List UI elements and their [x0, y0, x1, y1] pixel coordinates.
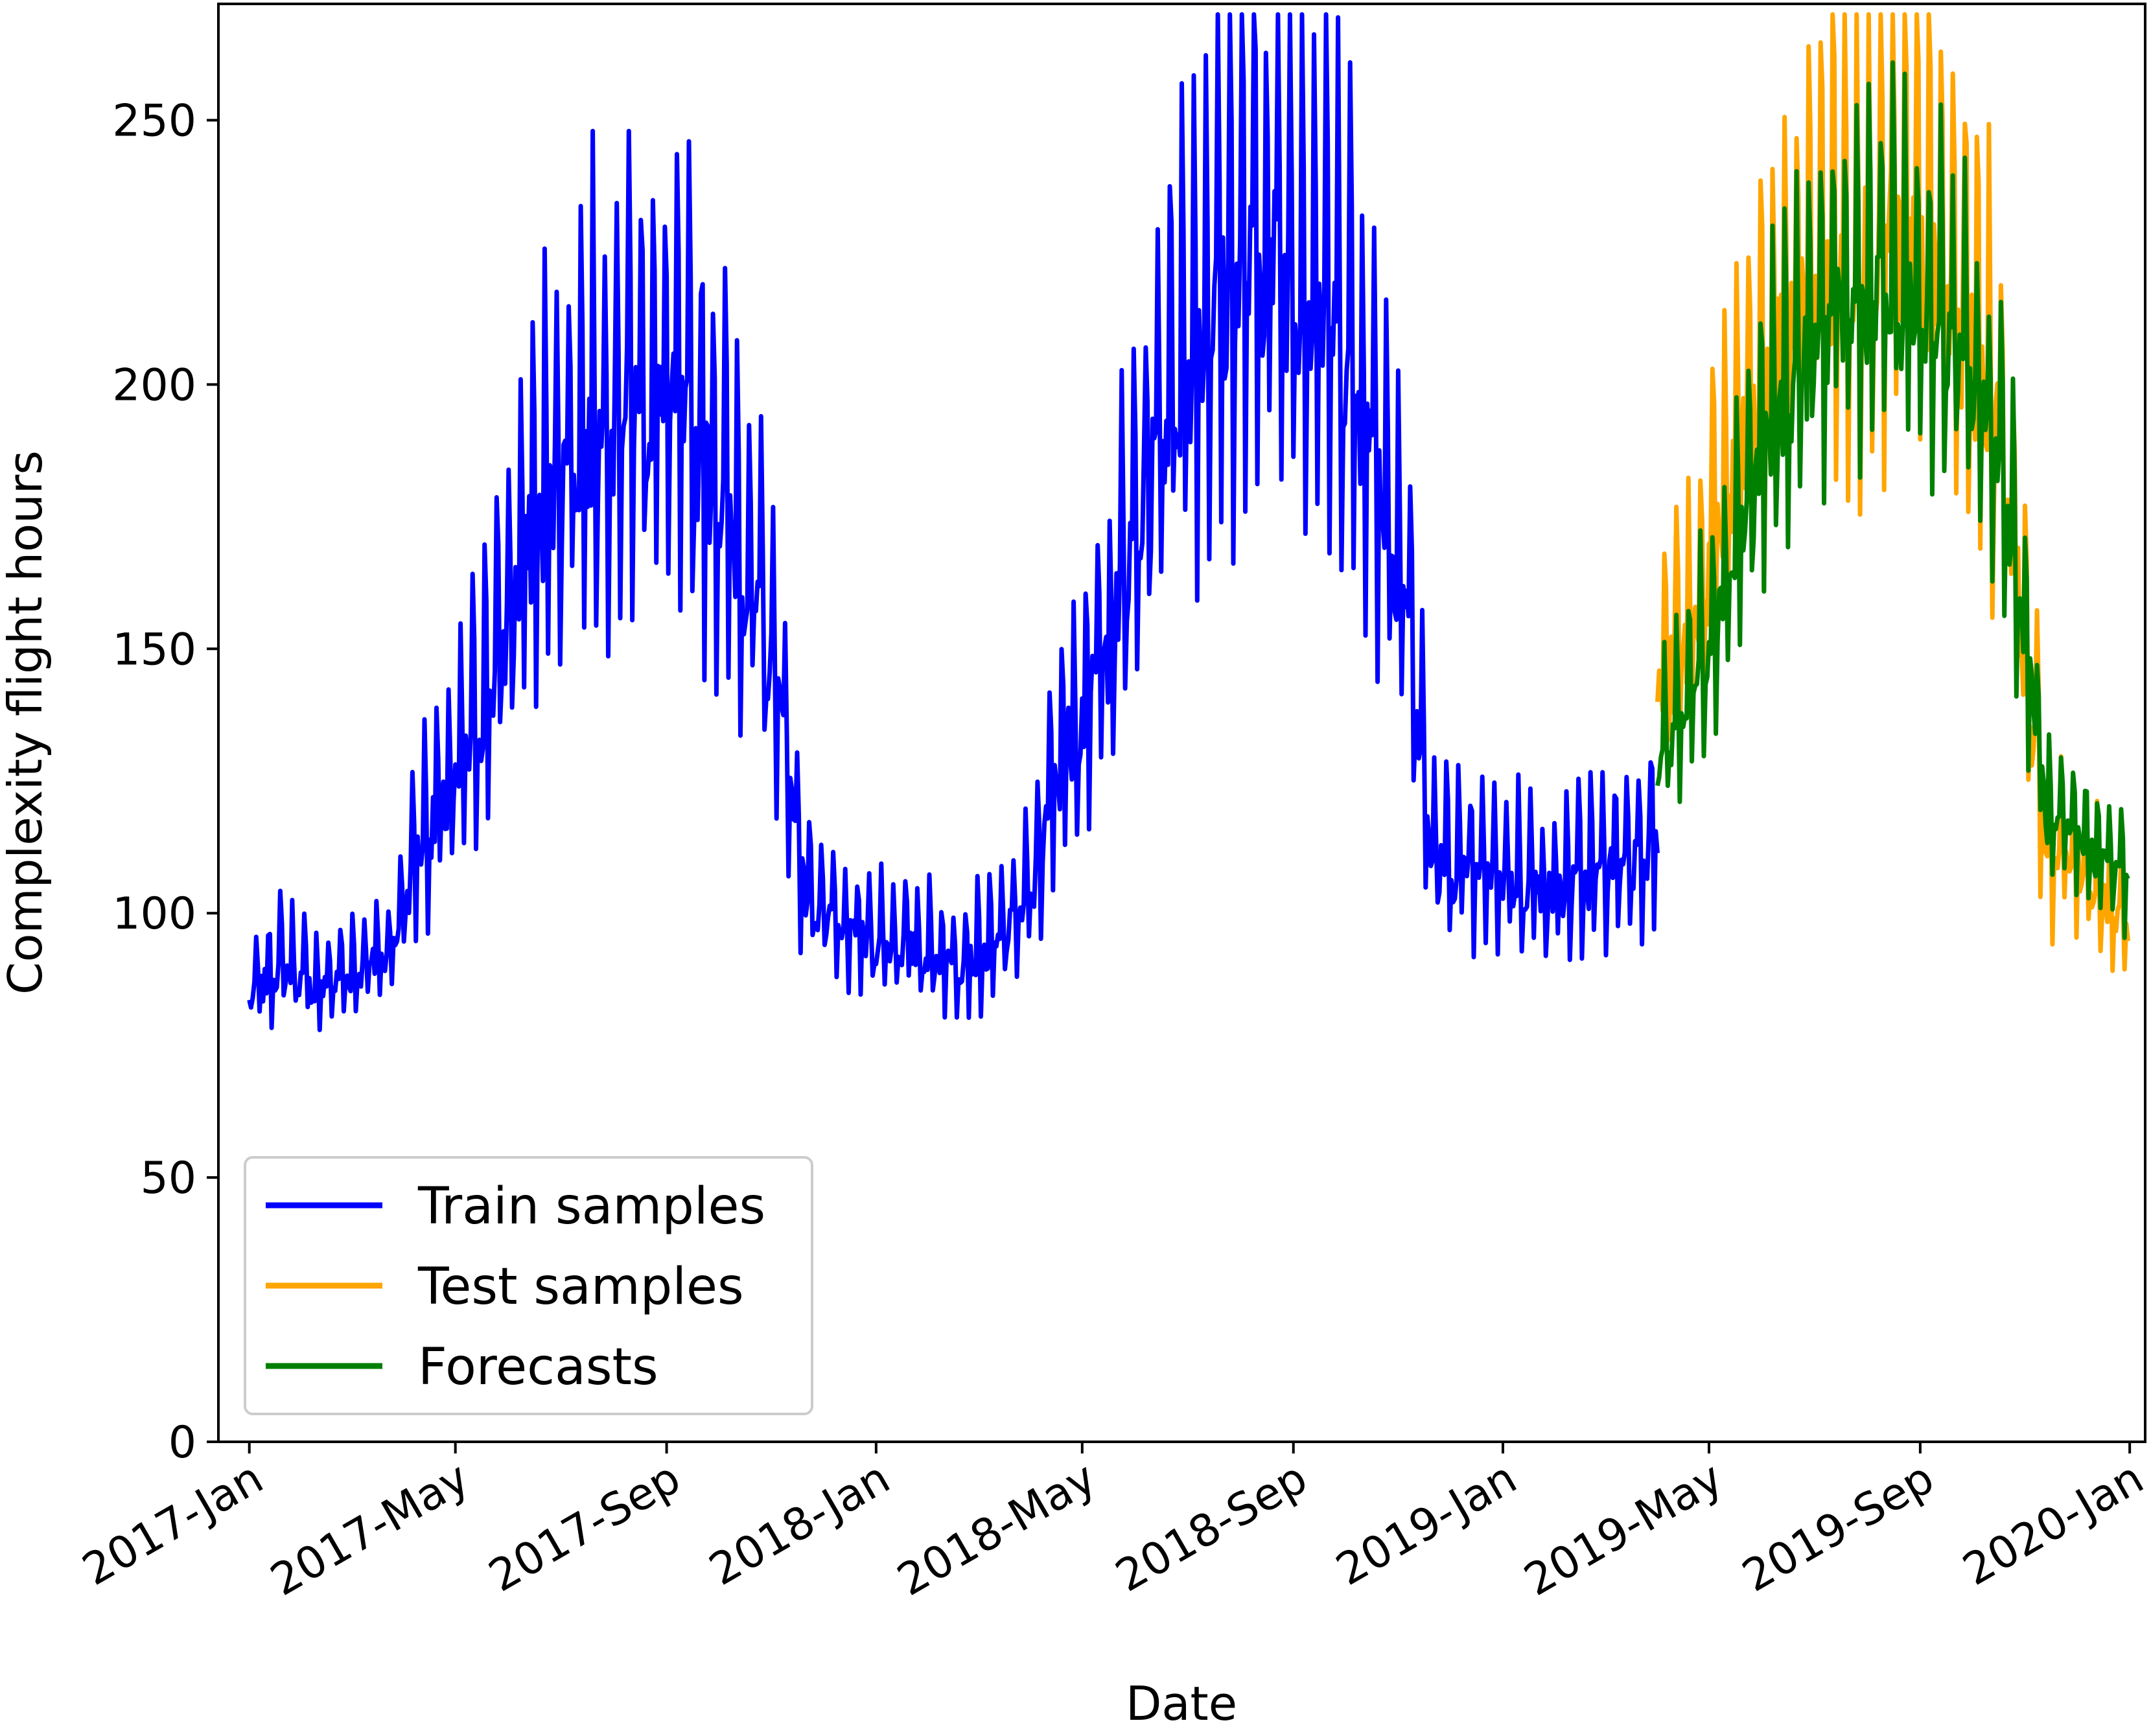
legend-label: Test samples — [417, 1258, 744, 1316]
x-tick-label: 2017-May — [262, 1452, 478, 1606]
x-axis-title: Date — [1126, 1676, 1237, 1731]
y-tick-label: 200 — [112, 360, 196, 411]
x-tick-label: 2017-Jan — [75, 1452, 272, 1596]
x-tick-label: 2019-Sep — [1734, 1452, 1943, 1602]
y-tick-label: 50 — [140, 1153, 196, 1204]
x-tick-label: 2018-Sep — [1108, 1452, 1316, 1602]
train-samples-line — [247, 12, 1660, 1032]
forecasts-line — [1655, 60, 2130, 940]
y-tick-label: 150 — [112, 624, 196, 675]
x-tick-label: 2018-Jan — [701, 1452, 899, 1596]
x-tick-label: 2019-May — [1516, 1452, 1731, 1606]
x-tick-label: 2020-Jan — [1955, 1452, 2151, 1596]
legend-box — [244, 1156, 813, 1415]
y-axis-title: Complexity flight hours — [0, 450, 52, 995]
y-tick-label: 0 — [169, 1417, 196, 1468]
legend: Train samples Test samples Forecasts — [244, 1156, 813, 1415]
series-layer — [247, 12, 2130, 1032]
x-tick-label: 2017-Sep — [480, 1452, 689, 1602]
x-tick-label: 2018-May — [889, 1452, 1104, 1606]
y-tick-label: 100 — [112, 888, 196, 940]
legend-label: Forecasts — [418, 1338, 658, 1396]
plot-area-frame — [217, 3, 2146, 1443]
legend-label: Train samples — [417, 1177, 765, 1236]
x-tick-label: 2019-Jan — [1328, 1452, 1526, 1596]
y-axis: 0 50 100 150 200 250 — [112, 95, 218, 1468]
y-tick-label: 250 — [112, 95, 196, 146]
